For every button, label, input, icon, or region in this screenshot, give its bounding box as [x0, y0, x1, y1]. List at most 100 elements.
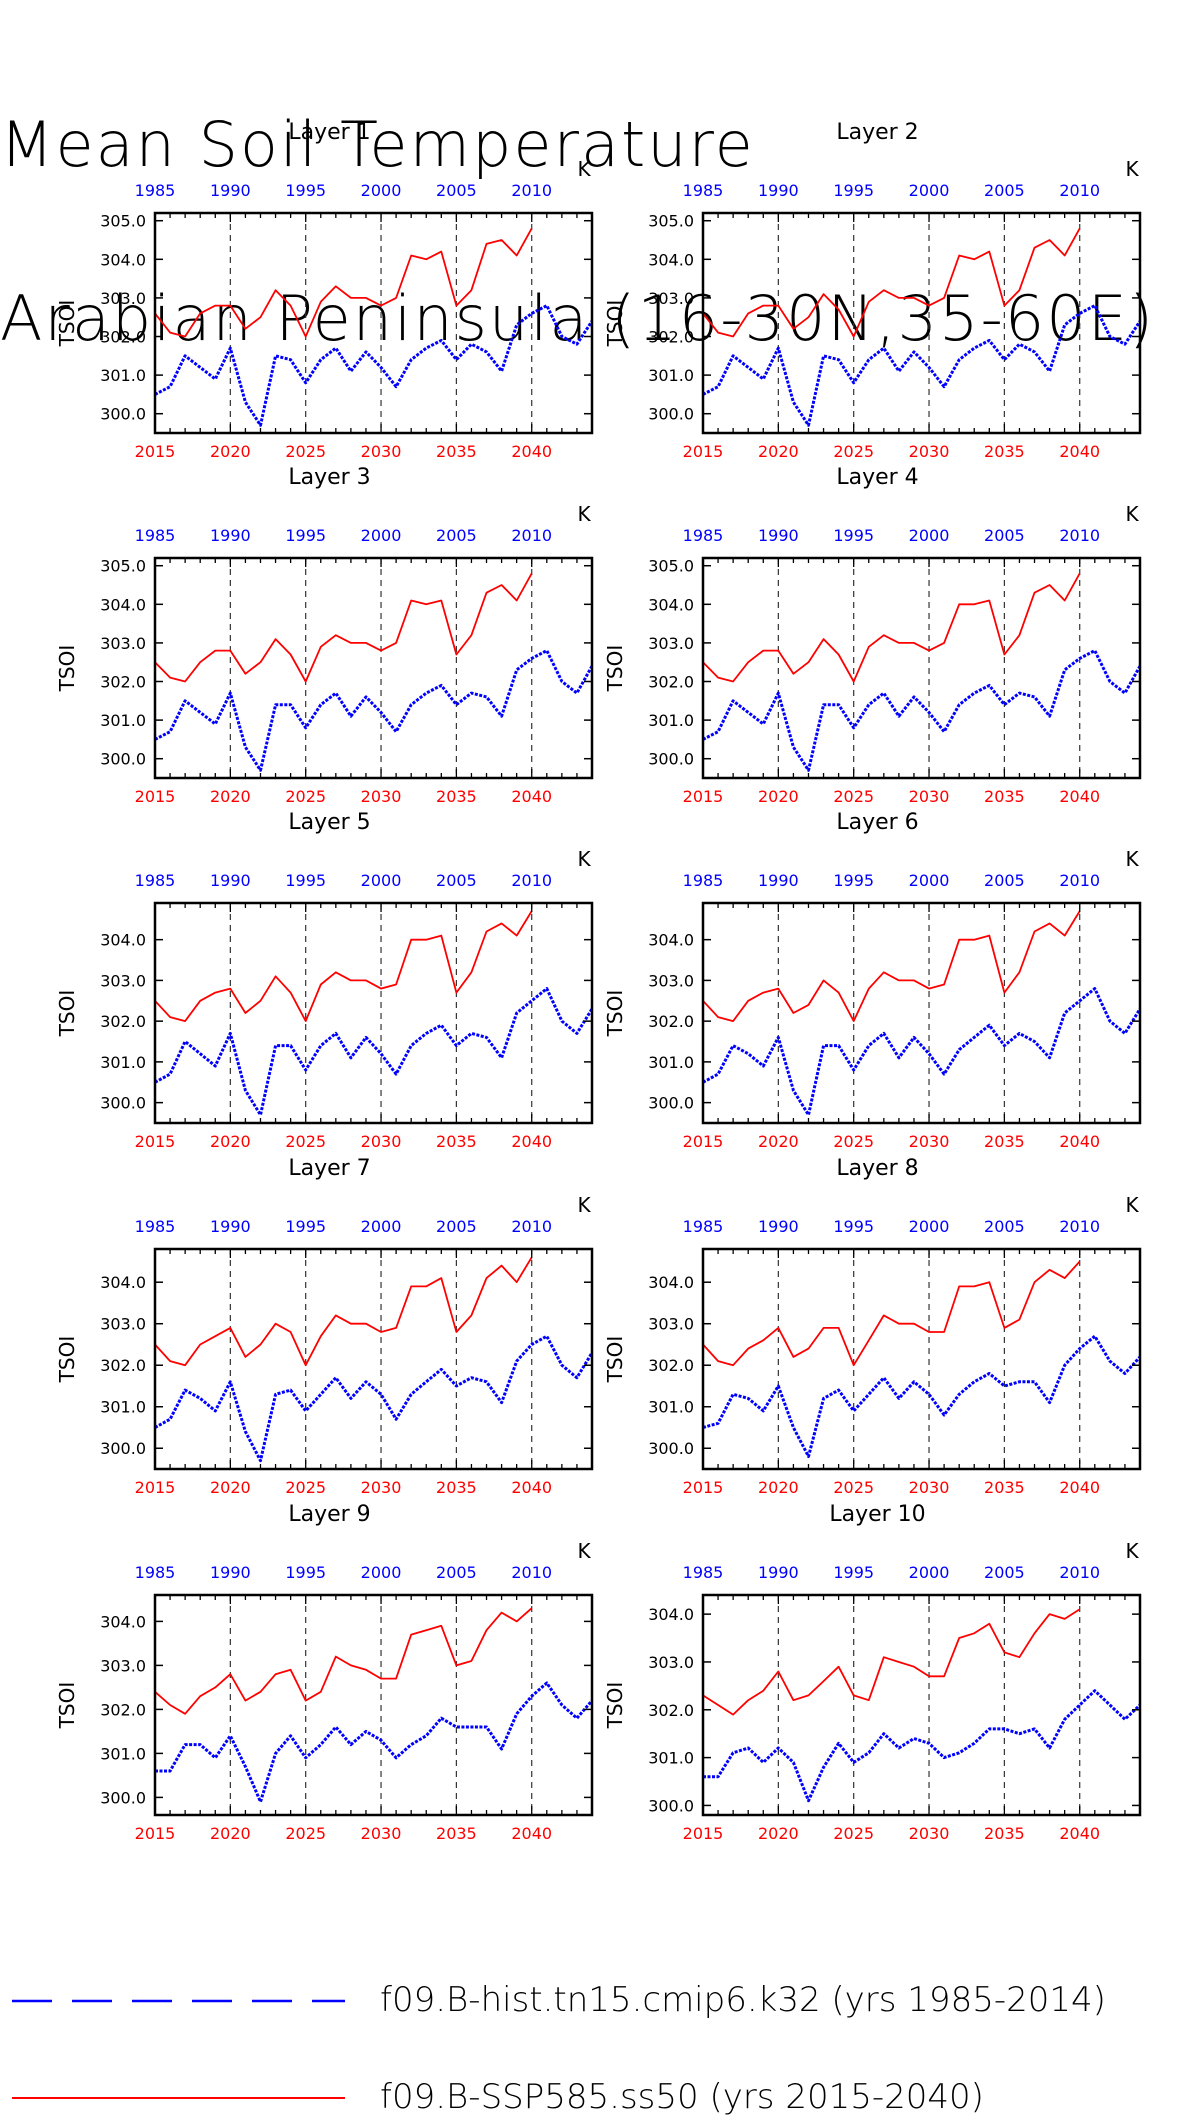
series-ssp-line: [702, 1260, 1081, 1367]
x-top-tick-label: 1990: [210, 1563, 251, 1582]
y-tick-label: 303.0: [100, 971, 146, 990]
x-top-tick-label: 2000: [361, 1217, 402, 1236]
series-ssp-line: [154, 572, 533, 683]
x-bottom-tick-label: 2015: [683, 1824, 724, 1843]
x-bottom-tick-label: 2025: [833, 1824, 874, 1843]
x-top-tick-label: 1990: [758, 1563, 799, 1582]
y-tick-label: 300.0: [648, 750, 694, 769]
series-hist-line: [702, 304, 1142, 427]
x-top-tick-label: 2010: [511, 526, 552, 545]
series-hist-line: [154, 987, 594, 1117]
series-hist-line: [154, 649, 594, 772]
x-bottom-tick-label: 2025: [833, 442, 874, 461]
y-tick-label: 302.0: [648, 1701, 694, 1720]
x-top-tick-label: 1995: [833, 526, 874, 545]
x-bottom-tick-label: 2030: [361, 787, 402, 806]
y-tick-label: 300.0: [648, 1094, 694, 1113]
x-bottom-tick-label: 2040: [1059, 1824, 1100, 1843]
y-tick-label: 304.0: [648, 1273, 694, 1292]
series-ssp-line: [154, 910, 533, 1022]
x-top-tick-label: 1985: [135, 1563, 176, 1582]
y-tick-label: 305.0: [648, 212, 694, 231]
x-bottom-tick-label: 2020: [758, 1824, 799, 1843]
panel-title: Layer 3: [288, 465, 370, 490]
x-top-tick-label: 2000: [909, 871, 950, 890]
units-label: K: [577, 847, 591, 871]
x-top-tick-label: 2005: [436, 871, 477, 890]
x-top-tick-label: 1995: [285, 871, 326, 890]
figure-title: Mean Soil Temperature Arabian Peninsula …: [0, 0, 1155, 406]
x-bottom-tick-label: 2020: [210, 787, 251, 806]
x-bottom-tick-label: 2015: [135, 787, 176, 806]
figure-title-line2: Arabian Peninsula (16-30N,35-60E): [0, 282, 1156, 355]
x-top-tick-label: 1985: [135, 871, 176, 890]
units-label: K: [577, 502, 591, 526]
y-tick-label: 305.0: [100, 557, 146, 576]
x-top-tick-label: 2005: [436, 526, 477, 545]
y-axis-label: TSOI: [55, 300, 79, 348]
y-tick-label: 300.0: [100, 405, 146, 424]
x-top-tick-label: 1995: [285, 1563, 326, 1582]
y-tick-label: 304.0: [648, 931, 694, 950]
y-tick-label: 301.0: [100, 1053, 146, 1072]
x-bottom-tick-label: 2040: [511, 1824, 552, 1843]
x-bottom-tick-label: 2030: [909, 787, 950, 806]
units-label: K: [1125, 502, 1139, 526]
y-tick-label: 304.0: [100, 931, 146, 950]
plot-frame: [701, 901, 1142, 1125]
plot-frame: [701, 1593, 1142, 1817]
x-bottom-tick-label: 2025: [285, 1478, 326, 1497]
panel-title: Layer 5: [288, 810, 370, 835]
panel-layer-3: Layer 3 K 300.0 301.0 302.0 303.0 304.0 305.0 TS…: [55, 465, 594, 806]
y-tick-label: 301.0: [648, 1749, 694, 1768]
x-top-tick-label: 1990: [210, 526, 251, 545]
x-top-tick-label: 2010: [1059, 871, 1100, 890]
x-top-tick-label: 2005: [984, 181, 1025, 200]
x-bottom-tick-label: 2040: [1059, 787, 1100, 806]
x-bottom-tick-label: 2025: [833, 1132, 874, 1151]
x-bottom-tick-label: 2040: [511, 442, 552, 461]
x-top-tick-label: 2010: [511, 1563, 552, 1582]
units-label: K: [1125, 1539, 1139, 1563]
y-tick-label: 300.0: [100, 1439, 146, 1458]
legend-ssp-label: f09.B-SSP585.ss50 (yrs 2015-2040): [380, 2077, 984, 2117]
panel-layer-1: Layer 1 K 300.0 301.0 302.0 303.0 304.0 305.0 TS…: [55, 120, 594, 461]
x-top-tick-label: 1995: [833, 1563, 874, 1582]
x-bottom-tick-label: 2020: [210, 1132, 251, 1151]
y-axis-label: TSOI: [603, 645, 627, 693]
x-bottom-tick-label: 2035: [436, 1132, 477, 1151]
plot-frame: [153, 211, 594, 435]
y-tick-label: 304.0: [648, 250, 694, 269]
y-tick-label: 300.0: [648, 1439, 694, 1458]
panel-layer-10: Layer 10 K 300.0 301.0 302.0 303.0 304.0 TSOI 20…: [603, 1502, 1142, 1843]
panel-title: Layer 8: [836, 1156, 918, 1181]
y-tick-label: 304.0: [648, 1605, 694, 1624]
x-top-tick-label: 2000: [909, 1563, 950, 1582]
y-tick-label: 304.0: [100, 1273, 146, 1292]
x-top-tick-label: 2010: [511, 871, 552, 890]
x-top-tick-label: 2000: [361, 181, 402, 200]
x-bottom-tick-label: 2030: [909, 1478, 950, 1497]
x-top-tick-label: 1995: [285, 181, 326, 200]
x-bottom-tick-label: 2040: [1059, 1132, 1100, 1151]
x-bottom-tick-label: 2020: [210, 442, 251, 461]
legend-hist-label: f09.B-hist.tn15.cmip6.k32 (yrs 1985-2014…: [380, 1980, 1106, 2020]
x-bottom-tick-label: 2040: [1059, 442, 1100, 461]
y-tick-label: 302.0: [648, 328, 694, 347]
x-bottom-tick-label: 2025: [285, 787, 326, 806]
y-tick-label: 304.0: [100, 1612, 146, 1631]
x-bottom-tick-label: 2035: [436, 787, 477, 806]
x-top-tick-label: 1990: [758, 526, 799, 545]
y-tick-label: 304.0: [648, 595, 694, 614]
x-bottom-tick-label: 2030: [361, 442, 402, 461]
panel-title: Layer 2: [836, 120, 918, 145]
units-label: K: [577, 1193, 591, 1217]
series-ssp-line: [154, 1607, 533, 1715]
x-top-tick-label: 1985: [683, 871, 724, 890]
x-top-tick-label: 2005: [984, 1563, 1025, 1582]
plot-frame: [153, 901, 594, 1125]
x-top-tick-label: 2005: [436, 1563, 477, 1582]
series-ssp-line: [702, 910, 1081, 1022]
y-tick-label: 301.0: [100, 1744, 146, 1763]
figure-title-line1: Mean Soil Temperature: [0, 108, 755, 181]
